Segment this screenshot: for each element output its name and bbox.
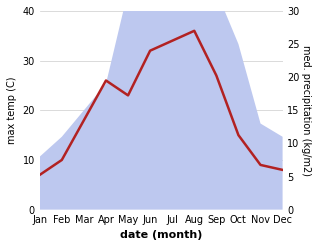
Y-axis label: med. precipitation (kg/m2): med. precipitation (kg/m2) [301, 45, 311, 176]
Y-axis label: max temp (C): max temp (C) [7, 77, 17, 144]
X-axis label: date (month): date (month) [120, 230, 202, 240]
